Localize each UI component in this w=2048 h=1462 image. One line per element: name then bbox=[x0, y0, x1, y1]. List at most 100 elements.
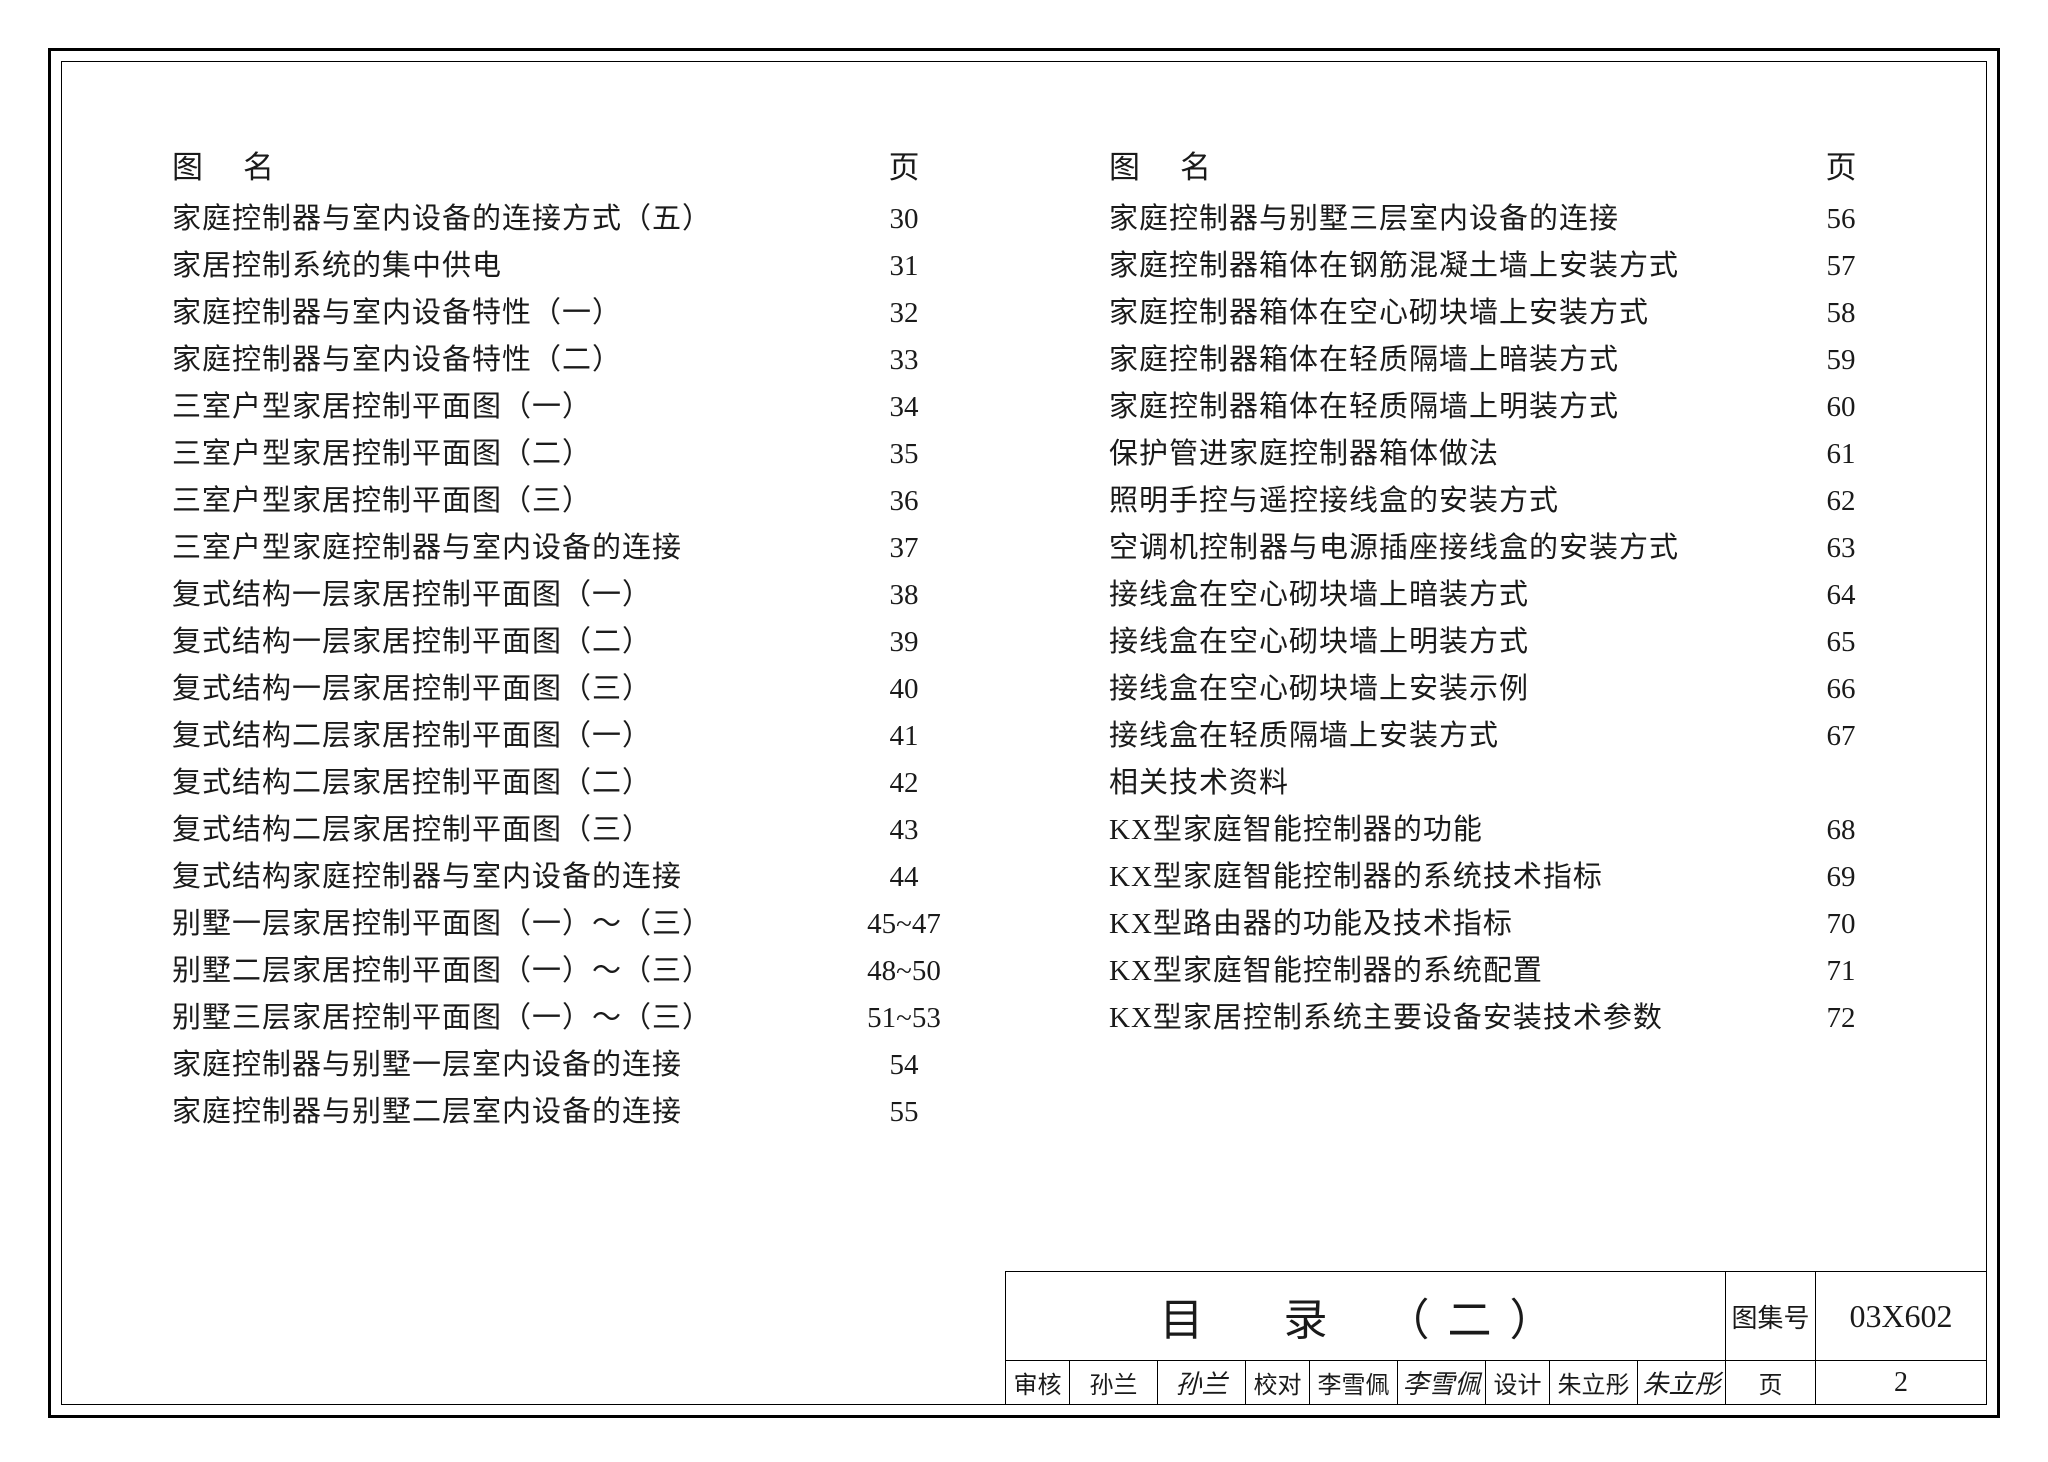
toc-entry-page: 58 bbox=[1776, 299, 1906, 328]
toc-entry-page: 44 bbox=[839, 863, 969, 892]
page-value: 2 bbox=[1816, 1361, 1986, 1404]
toc-entry-name: 家庭控制器箱体在轻质隔墙上暗装方式 bbox=[1109, 346, 1776, 375]
toc-entry-page: 42 bbox=[839, 769, 969, 798]
toc-entry-page: 70 bbox=[1776, 910, 1906, 939]
toc-entry-page: 71 bbox=[1776, 957, 1906, 986]
toc-content: 图名 页 家庭控制器与室内设备的连接方式（五）30 家居控制系统的集中供电31 家庭… bbox=[172, 152, 1906, 1145]
toc-entry-page: 43 bbox=[839, 816, 969, 845]
toc-row: 接线盒在空心砌块墙上安装示例66 bbox=[1109, 675, 1906, 704]
toc-entry-name: 家庭控制器与室内设备特性（二） bbox=[172, 346, 839, 375]
toc-entry-name: 家庭控制器箱体在钢筋混凝土墙上安装方式 bbox=[1109, 252, 1776, 281]
review-name: 孙兰 bbox=[1070, 1361, 1158, 1404]
toc-entry-page: 72 bbox=[1776, 1004, 1906, 1033]
toc-entry-page: 34 bbox=[839, 393, 969, 422]
header-name: 图名 bbox=[1109, 152, 1776, 183]
toc-entry-page: 61 bbox=[1776, 440, 1906, 469]
toc-entry-name: 三室户型家庭控制器与室内设备的连接 bbox=[172, 534, 839, 563]
check-signature: 李雪佩 bbox=[1398, 1361, 1486, 1404]
title-block-bottom: 审核 孙兰 孙兰 校对 李雪佩 李雪佩 设计 朱立彤 朱立彤 页 2 bbox=[1006, 1360, 1986, 1404]
toc-entry-name: 复式结构一层家居控制平面图（三） bbox=[172, 675, 839, 704]
toc-row: 三室户型家庭控制器与室内设备的连接37 bbox=[172, 534, 969, 563]
toc-entry-name: KX型路由器的功能及技术指标 bbox=[1109, 910, 1776, 939]
toc-row: 家庭控制器箱体在轻质隔墙上明装方式60 bbox=[1109, 393, 1906, 422]
toc-row: 家庭控制器与室内设备特性（一）32 bbox=[172, 299, 969, 328]
toc-row: 别墅二层家居控制平面图（一）～（三）48~50 bbox=[172, 957, 969, 986]
toc-row: 家居控制系统的集中供电31 bbox=[172, 252, 969, 281]
toc-entry-name: 别墅一层家居控制平面图（一）～（三） bbox=[172, 910, 839, 939]
toc-entry-page: 39 bbox=[839, 628, 969, 657]
toc-row: 照明手控与遥控接线盒的安装方式62 bbox=[1109, 487, 1906, 516]
toc-entry-name: KX型家庭智能控制器的功能 bbox=[1109, 816, 1776, 845]
toc-entry-page: 59 bbox=[1776, 346, 1906, 375]
toc-entry-name: 相关技术资料 bbox=[1109, 769, 1776, 798]
toc-row: 家庭控制器与别墅三层室内设备的连接56 bbox=[1109, 205, 1906, 234]
toc-entry-name: 接线盒在空心砌块墙上暗装方式 bbox=[1109, 581, 1776, 610]
toc-entry-name: 接线盒在空心砌块墙上明装方式 bbox=[1109, 628, 1776, 657]
toc-row: 复式结构二层家居控制平面图（二）42 bbox=[172, 769, 969, 798]
toc-row: KX型家居控制系统主要设备安装技术参数72 bbox=[1109, 1004, 1906, 1033]
toc-entry-page: 32 bbox=[839, 299, 969, 328]
title-block-top: 目 录 （二） 图集号 03X602 bbox=[1006, 1272, 1986, 1360]
toc-entry-page: 30 bbox=[839, 205, 969, 234]
toc-entry-name: 家庭控制器箱体在空心砌块墙上安装方式 bbox=[1109, 299, 1776, 328]
toc-entry-name: 三室户型家居控制平面图（三） bbox=[172, 487, 839, 516]
sheet-title: 目 录 （二） bbox=[1006, 1272, 1726, 1360]
toc-entry-page: 66 bbox=[1776, 675, 1906, 704]
toc-row: 复式结构一层家居控制平面图（三）40 bbox=[172, 675, 969, 704]
toc-entry-name: 复式结构二层家居控制平面图（三） bbox=[172, 816, 839, 845]
design-name: 朱立彤 bbox=[1550, 1361, 1638, 1404]
set-number-label: 图集号 bbox=[1726, 1272, 1816, 1360]
header-page: 页 bbox=[1776, 152, 1906, 183]
toc-row: 家庭控制器箱体在轻质隔墙上暗装方式59 bbox=[1109, 346, 1906, 375]
toc-row: 别墅一层家居控制平面图（一）～（三）45~47 bbox=[172, 910, 969, 939]
toc-entry-page: 68 bbox=[1776, 816, 1906, 845]
toc-row: 复式结构家庭控制器与室内设备的连接44 bbox=[172, 863, 969, 892]
drawing-sheet: 图名 页 家庭控制器与室内设备的连接方式（五）30 家居控制系统的集中供电31 家庭… bbox=[48, 48, 2000, 1418]
toc-row: 家庭控制器箱体在空心砌块墙上安装方式58 bbox=[1109, 299, 1906, 328]
toc-entry-page: 55 bbox=[839, 1098, 969, 1127]
toc-right-column: 图名 页 家庭控制器与别墅三层室内设备的连接56家庭控制器箱体在钢筋混凝土墙上安… bbox=[1109, 152, 1906, 1145]
toc-entry-name: 接线盒在轻质隔墙上安装方式 bbox=[1109, 722, 1776, 751]
toc-entry-page: 31 bbox=[839, 252, 969, 281]
review-label: 审核 bbox=[1006, 1361, 1070, 1404]
toc-entry-page: 45~47 bbox=[839, 910, 969, 939]
toc-row: 复式结构二层家居控制平面图（一）41 bbox=[172, 722, 969, 751]
toc-row: 相关技术资料 bbox=[1109, 769, 1906, 798]
toc-row: KX型家庭智能控制器的功能68 bbox=[1109, 816, 1906, 845]
header-name: 图名 bbox=[172, 152, 839, 183]
toc-row: KX型家庭智能控制器的系统技术指标69 bbox=[1109, 863, 1906, 892]
toc-row: 家庭控制器与室内设备的连接方式（五）30 bbox=[172, 205, 969, 234]
review-signature: 孙兰 bbox=[1158, 1361, 1246, 1404]
toc-row: 家庭控制器与别墅一层室内设备的连接54 bbox=[172, 1051, 969, 1080]
toc-entry-name: 家庭控制器与别墅三层室内设备的连接 bbox=[1109, 205, 1776, 234]
toc-entry-page: 35 bbox=[839, 440, 969, 469]
toc-entry-page: 33 bbox=[839, 346, 969, 375]
toc-entry-name: 接线盒在空心砌块墙上安装示例 bbox=[1109, 675, 1776, 704]
design-signature: 朱立彤 bbox=[1638, 1361, 1726, 1404]
toc-row: KX型路由器的功能及技术指标70 bbox=[1109, 910, 1906, 939]
toc-entry-page: 48~50 bbox=[839, 957, 969, 986]
toc-entry-name: 复式结构二层家居控制平面图（二） bbox=[172, 769, 839, 798]
design-label: 设计 bbox=[1486, 1361, 1550, 1404]
toc-entry-page: 36 bbox=[839, 487, 969, 516]
toc-entry-name: 家庭控制器与室内设备特性（一） bbox=[172, 299, 839, 328]
toc-row: 三室户型家居控制平面图（一）34 bbox=[172, 393, 969, 422]
toc-row: 三室户型家居控制平面图（三）36 bbox=[172, 487, 969, 516]
toc-entry-name: 空调机控制器与电源插座接线盒的安装方式 bbox=[1109, 534, 1776, 563]
toc-row: 复式结构一层家居控制平面图（一）38 bbox=[172, 581, 969, 610]
toc-row: 家庭控制器与别墅二层室内设备的连接55 bbox=[172, 1098, 969, 1127]
toc-entry-name: 家庭控制器与室内设备的连接方式（五） bbox=[172, 205, 839, 234]
toc-left-column: 图名 页 家庭控制器与室内设备的连接方式（五）30家居控制系统的集中供电31家庭… bbox=[172, 152, 969, 1145]
toc-entry-page: 62 bbox=[1776, 487, 1906, 516]
toc-entry-name: KX型家庭智能控制器的系统技术指标 bbox=[1109, 863, 1776, 892]
toc-entry-page: 51~53 bbox=[839, 1004, 969, 1033]
toc-entry-name: 三室户型家居控制平面图（一） bbox=[172, 393, 839, 422]
toc-entry-page: 56 bbox=[1776, 205, 1906, 234]
toc-row: 别墅三层家居控制平面图（一）～（三）51~53 bbox=[172, 1004, 969, 1033]
toc-row: KX型家庭智能控制器的系统配置71 bbox=[1109, 957, 1906, 986]
toc-entry-page: 67 bbox=[1776, 722, 1906, 751]
toc-row: 家庭控制器箱体在钢筋混凝土墙上安装方式57 bbox=[1109, 252, 1906, 281]
title-block: 目 录 （二） 图集号 03X602 审核 孙兰 孙兰 校对 李雪佩 李雪佩 设… bbox=[1005, 1271, 1987, 1405]
toc-row: 接线盒在空心砌块墙上明装方式65 bbox=[1109, 628, 1906, 657]
toc-row: 保护管进家庭控制器箱体做法61 bbox=[1109, 440, 1906, 469]
